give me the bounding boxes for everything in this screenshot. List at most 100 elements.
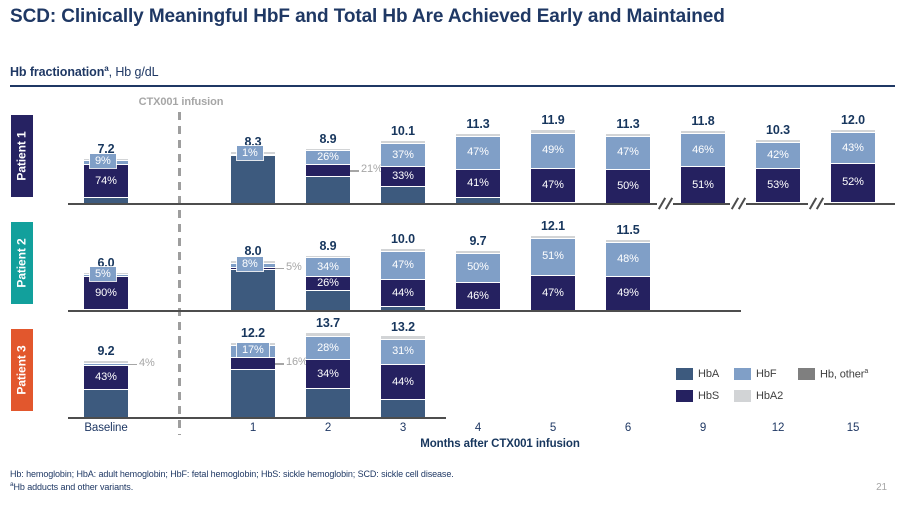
bar-total-label: 12.1 xyxy=(541,219,565,234)
segment-hba2 xyxy=(756,140,800,143)
segment-percent-label: 46% xyxy=(692,143,714,156)
segment-percent-label: 26% xyxy=(317,151,339,164)
bar-total-label: 8.0 xyxy=(244,244,262,259)
segment-hbs: 47% xyxy=(531,275,575,310)
x-tick-9: 9 xyxy=(699,422,707,434)
segment-percent-label: 33% xyxy=(392,170,414,183)
segment-percent-label: 50% xyxy=(617,179,639,192)
segment-hbf xyxy=(84,362,128,365)
segment-hba2 xyxy=(381,336,425,339)
x-tick-2: 2 xyxy=(324,422,332,434)
footnote-variants: aHb adducts and other variants. xyxy=(10,481,133,492)
infusion-label: CTX001 infusion xyxy=(138,96,224,108)
segment-hbs: 44% xyxy=(381,279,425,307)
bar-total-label: 11.5 xyxy=(616,222,640,237)
segment-percent-label: 51% xyxy=(542,250,564,263)
segment-hba xyxy=(381,186,425,203)
bar-patient1-m5: 49% 47% xyxy=(531,130,575,204)
segment-hbf: 51% xyxy=(531,237,575,276)
segment-percent-label: 48% xyxy=(617,252,639,265)
legend-label: HbF xyxy=(756,368,777,381)
bar-total-label: 10.0 xyxy=(391,232,415,246)
legend-swatch xyxy=(798,368,815,381)
x-tick-3: 3 xyxy=(399,422,407,434)
legend-swatch xyxy=(676,368,693,381)
segment-hba2 xyxy=(531,130,575,133)
segment-hba xyxy=(84,388,128,417)
segment-hbs: 47% xyxy=(531,168,575,203)
segment-percent-label: 43% xyxy=(842,141,864,154)
segment-percent-label: 47% xyxy=(467,146,489,159)
annotation-percent-label: 5% xyxy=(286,260,302,273)
segment-hba2 xyxy=(84,360,128,363)
segment-hba xyxy=(456,309,500,311)
annotation-tick xyxy=(275,267,284,270)
segment-hba2 xyxy=(381,141,425,144)
bar-patient1-m4: 47% 41% xyxy=(456,134,500,203)
segment-hba2 xyxy=(381,249,425,251)
x-tick-15: 15 xyxy=(846,422,860,434)
segment-percent-label: 47% xyxy=(392,259,414,272)
x-tick-baseline: Baseline xyxy=(84,422,128,434)
segment-percent-label: 90% xyxy=(95,286,117,299)
segment-hbf: 34% xyxy=(306,257,350,276)
x-tick-12: 12 xyxy=(771,422,785,434)
segment-percent-chip: 5% xyxy=(90,267,116,282)
segment-percent-label: 34% xyxy=(317,367,339,380)
segment-percent-label: 53% xyxy=(767,179,789,192)
legend-swatch xyxy=(676,389,693,402)
segment-hbf: 47% xyxy=(456,136,500,169)
annotation-tick xyxy=(128,363,137,366)
axis-line-3 xyxy=(68,417,446,419)
header-divider xyxy=(10,85,895,87)
segment-hbs: 49% xyxy=(606,275,650,310)
segment-hba xyxy=(381,399,425,417)
segment-percent-label: 41% xyxy=(467,176,489,189)
segment-hba2 xyxy=(831,129,875,132)
segment-percent-label: 47% xyxy=(542,179,564,192)
segment-hbs: 34% xyxy=(306,359,350,388)
segment-hbs: 43% xyxy=(84,364,128,389)
bar-patient1-m3: 37% 33% xyxy=(381,141,425,203)
segment-percent-label: 49% xyxy=(542,144,564,157)
segment-percent-label: 51% xyxy=(692,178,714,191)
segment-hba2 xyxy=(306,148,350,151)
segment-percent-label: 31% xyxy=(392,345,414,358)
axis-line-1 xyxy=(68,203,895,205)
x-tick-5: 5 xyxy=(549,422,557,434)
legend-label: Hb, othera xyxy=(820,368,869,381)
segment-hba xyxy=(531,202,575,204)
segment-percent-chip: 17% xyxy=(237,343,269,358)
segment-percent-chip: 9% xyxy=(90,154,116,169)
bar-patient1-m9: 46% 51% xyxy=(681,131,725,203)
segment-hba2 xyxy=(531,236,575,238)
segment-percent-label: 47% xyxy=(617,146,639,159)
bar-total-label: 13.2 xyxy=(391,319,415,334)
bar-patient1-m15: 43% 52% xyxy=(831,129,875,203)
segment-hba2 xyxy=(681,131,725,134)
bar-total-label: 11.3 xyxy=(616,117,640,132)
bar-patient2-m2: 34% 26% xyxy=(306,255,350,310)
segment-hbs: 53% xyxy=(756,168,800,202)
bar-patient3-mBaseline: 43% xyxy=(84,360,128,417)
legend-label: HbS xyxy=(698,389,720,402)
patient-label-3: Patient 3 xyxy=(11,329,33,411)
segment-hbs xyxy=(231,357,275,370)
segment-hba2 xyxy=(606,134,650,137)
segment-percent-label: 44% xyxy=(392,375,414,388)
axis-break-gap xyxy=(657,201,673,207)
segment-hba xyxy=(84,196,128,203)
segment-hba xyxy=(831,201,875,203)
axis-break-gap xyxy=(808,201,824,207)
legend-swatch xyxy=(734,389,751,402)
bar-patient1-m6: 47% 50% xyxy=(606,134,650,203)
segment-percent-label: 26% xyxy=(317,276,339,289)
segment-hbs: 46% xyxy=(456,282,500,310)
bar-total-label: 9.7 xyxy=(469,233,487,248)
segment-percent-label: 50% xyxy=(467,261,489,274)
segment-hbf: 46% xyxy=(681,133,725,167)
x-axis-title: Months after CTX001 infusion xyxy=(420,438,580,450)
segment-hbf: 42% xyxy=(756,142,800,169)
axis-break-gap xyxy=(730,201,746,207)
chart-subtitle: Hb fractionationa, Hb g/dL xyxy=(10,64,159,79)
